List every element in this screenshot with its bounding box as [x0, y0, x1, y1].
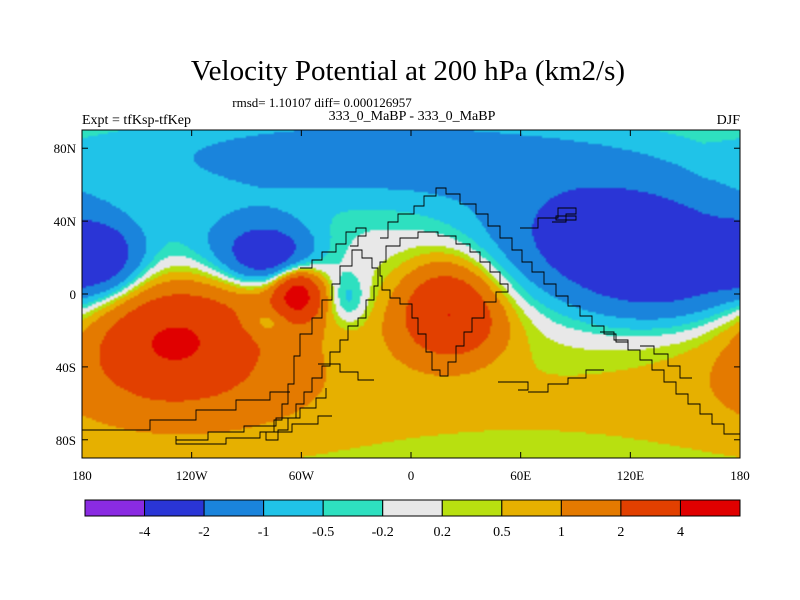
- case-label: 333_0_MaBP - 333_0_MaBP: [329, 109, 496, 124]
- x-tick-label: 120E: [617, 468, 645, 483]
- x-tick-label: 60E: [510, 468, 531, 483]
- y-tick-label: 80S: [56, 433, 76, 448]
- colorbar-swatch: [203, 499, 265, 517]
- x-tick-label: 180: [72, 468, 92, 483]
- polar-patch-1: [555, 215, 577, 221]
- pacific-arc: [520, 207, 577, 229]
- x-tick-label: 60W: [289, 468, 315, 483]
- colorbar-swatch: [560, 499, 622, 517]
- southern-polygon-1: [82, 391, 290, 431]
- southern-polygon-3: [176, 388, 327, 441]
- axes: 180 120W 60W 0 60E 120E 180 80N 40N 0 40S 80S: [54, 130, 750, 483]
- velocity-potential-field: [82, 130, 740, 458]
- colorbar-swatch: [679, 499, 741, 517]
- y-tick-label: 40S: [56, 360, 76, 375]
- colorbar-swatch: [441, 499, 503, 517]
- colorbar-swatch: [501, 499, 562, 517]
- colorbar-swatch: [84, 499, 146, 517]
- colorbar-swatch: [620, 499, 681, 517]
- europe-asia-coast: [380, 187, 640, 351]
- southern-polygon-2: [175, 415, 332, 445]
- colorbar-label: 4: [677, 525, 684, 540]
- colorbar-swatch: [382, 499, 443, 517]
- colorbar-label: -4: [139, 525, 151, 540]
- y-tick-label: 80N: [54, 141, 77, 156]
- colorbar: -4 -2 -1 -0.5 -0.2 0.2 0.5 1 2 4: [84, 499, 741, 540]
- south-atlantic-box: [318, 363, 374, 381]
- map-area: [82, 130, 740, 458]
- y-tick-label: 0: [70, 287, 77, 302]
- colorbar-swatch: [144, 499, 205, 517]
- australia-coast: [600, 331, 740, 435]
- colorbar-label: -1: [258, 525, 270, 540]
- x-tick-label: 180: [730, 468, 750, 483]
- africa-coast: [379, 231, 509, 377]
- colorbar-label: 0.2: [434, 525, 452, 540]
- southern-box-east: [498, 381, 529, 391]
- chart-title: Velocity Potential at 200 hPa (km2/s): [191, 55, 625, 87]
- experiment-label: Expt = tfKsp-tfKep: [82, 113, 191, 128]
- colorbar-label: -0.5: [312, 525, 334, 540]
- continent-outlines: [82, 187, 740, 445]
- colorbar-label: -0.2: [372, 525, 394, 540]
- x-tick-label: 0: [408, 468, 415, 483]
- southern-polygon-4: [528, 369, 604, 393]
- colorbar-label: 0.5: [493, 525, 511, 540]
- stats-line: rmsd= 1.10107 diff= 0.000126957: [232, 95, 412, 110]
- colorbar-label: -2: [198, 525, 210, 540]
- east-coast-box: [640, 345, 692, 379]
- y-tick-label: 40N: [54, 214, 77, 229]
- colorbar-label: 2: [617, 525, 624, 540]
- colorbar-label: 1: [558, 525, 565, 540]
- north-america-coast: [300, 227, 367, 269]
- season-label: DJF: [717, 113, 741, 128]
- x-tick-label: 120W: [176, 468, 209, 483]
- colorbar-swatch: [322, 499, 384, 517]
- colorbar-swatch: [263, 499, 324, 517]
